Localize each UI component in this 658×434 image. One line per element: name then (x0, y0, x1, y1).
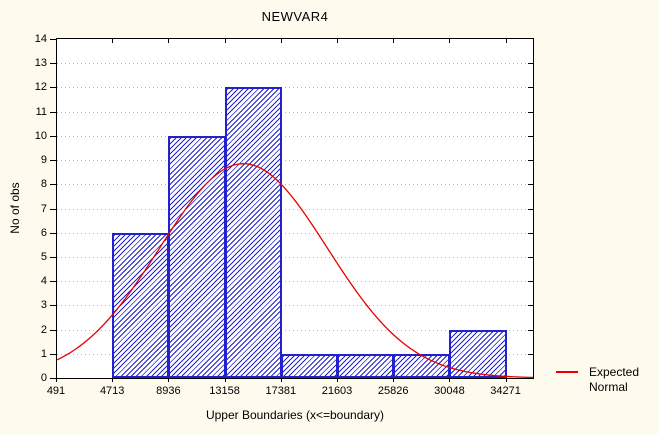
x-tick-label: 25826 (377, 385, 409, 397)
y-axis-tick (50, 378, 56, 379)
histogram-bar (112, 232, 170, 378)
gridline (57, 135, 533, 137)
y-tick-label: 10 (34, 129, 47, 142)
x-tick-label: 4713 (99, 385, 125, 397)
y-axis-tick (50, 39, 56, 40)
top-axis-tick (224, 39, 226, 43)
histogram-bar (337, 353, 395, 378)
x-axis-tick (56, 379, 57, 382)
y-tick-label: 4 (40, 275, 47, 288)
histogram-bar (168, 135, 226, 378)
right-axis-tick (528, 63, 533, 65)
gridline (57, 256, 533, 258)
right-axis-tick (528, 353, 533, 355)
y-axis-tick (50, 160, 56, 162)
y-axis-tick (50, 135, 56, 137)
y-tick-label: 8 (40, 178, 47, 191)
gridline (57, 63, 533, 65)
gridline (57, 87, 533, 89)
right-axis-tick (528, 256, 533, 258)
right-axis-tick (528, 135, 533, 137)
y-axis-tick (50, 232, 56, 234)
gridline (57, 184, 533, 186)
expected-normal-curve (57, 163, 533, 378)
x-axis-tick (112, 379, 114, 382)
y-axis-tick (50, 63, 56, 65)
gridline (57, 281, 533, 283)
top-axis-tick (280, 39, 282, 43)
legend: Expected Normal (556, 365, 639, 395)
top-axis-tick (505, 39, 507, 43)
plot-area (56, 38, 534, 379)
y-axis-tick (50, 353, 56, 355)
x-axis-tick (280, 379, 282, 382)
y-tick-label: 7 (40, 202, 47, 215)
y-axis-tick (50, 281, 56, 283)
right-axis-tick (528, 232, 533, 234)
x-axis-tick (505, 379, 507, 382)
histogram-bar (393, 353, 451, 378)
y-tick-label: 3 (40, 299, 47, 312)
x-tick-label: 30048 (434, 385, 465, 397)
legend-label: Expected Normal (589, 365, 639, 395)
y-tick-label: 12 (34, 81, 47, 94)
y-tick-label: 2 (40, 323, 47, 336)
top-axis-tick (112, 39, 114, 43)
gridline (57, 160, 533, 162)
x-axis-tick (393, 379, 395, 382)
gridline (57, 208, 533, 210)
x-tick-label: 21603 (321, 385, 353, 397)
x-tick-label: 491 (46, 385, 66, 397)
legend-label-line1: Expected (589, 365, 640, 379)
gridline (57, 232, 533, 234)
y-tick-label: 1 (40, 347, 47, 360)
y-tick-label: 5 (40, 250, 47, 263)
y-tick-label: 9 (40, 154, 47, 167)
gridline (57, 111, 533, 113)
y-axis-tick (50, 111, 56, 113)
right-axis-tick (528, 111, 533, 113)
x-axis-tick (224, 379, 226, 382)
right-axis-tick (528, 281, 533, 283)
y-tick-label: 6 (40, 226, 47, 239)
x-tick-label: 34271 (490, 385, 521, 397)
y-axis-tick (50, 305, 56, 307)
y-axis-tick (50, 87, 56, 89)
top-axis-tick (449, 39, 451, 43)
right-axis-tick (528, 305, 533, 307)
chart-title: NEWVAR4 (261, 9, 329, 24)
x-axis-tick (168, 379, 170, 382)
right-axis-tick (528, 160, 533, 162)
gridline (57, 305, 533, 307)
y-axis-tick (50, 329, 56, 331)
histogram-bar (224, 87, 282, 378)
y-tick-label: 13 (34, 57, 47, 70)
top-axis-tick (168, 39, 170, 43)
right-axis-tick (528, 208, 533, 210)
y-tick-label: 14 (34, 33, 47, 45)
x-axis-tick (449, 379, 451, 382)
y-tick-label: 11 (35, 105, 47, 118)
x-tick-label: 13158 (209, 385, 240, 397)
x-axis-tick (337, 379, 338, 382)
right-axis-tick (528, 329, 533, 331)
legend-label-line2: Normal (589, 380, 628, 394)
x-tick-label: 8936 (156, 385, 181, 397)
right-axis-tick (528, 87, 533, 89)
histogram-bar (280, 353, 338, 378)
right-axis-tick (528, 184, 533, 186)
y-axis-tick (50, 208, 56, 210)
gridline (57, 329, 533, 331)
top-axis-tick (337, 39, 338, 43)
y-axis-tick (50, 256, 56, 258)
y-tick-label: 0 (40, 372, 47, 384)
y-axis-title: No of obs (8, 182, 22, 234)
top-axis-tick (393, 39, 395, 43)
x-tick-label: 17381 (265, 385, 297, 397)
y-axis-tick (50, 184, 56, 186)
expected-normal-line-icon (556, 371, 578, 373)
x-axis-title: Upper Boundaries (x<=boundary) (205, 408, 385, 422)
